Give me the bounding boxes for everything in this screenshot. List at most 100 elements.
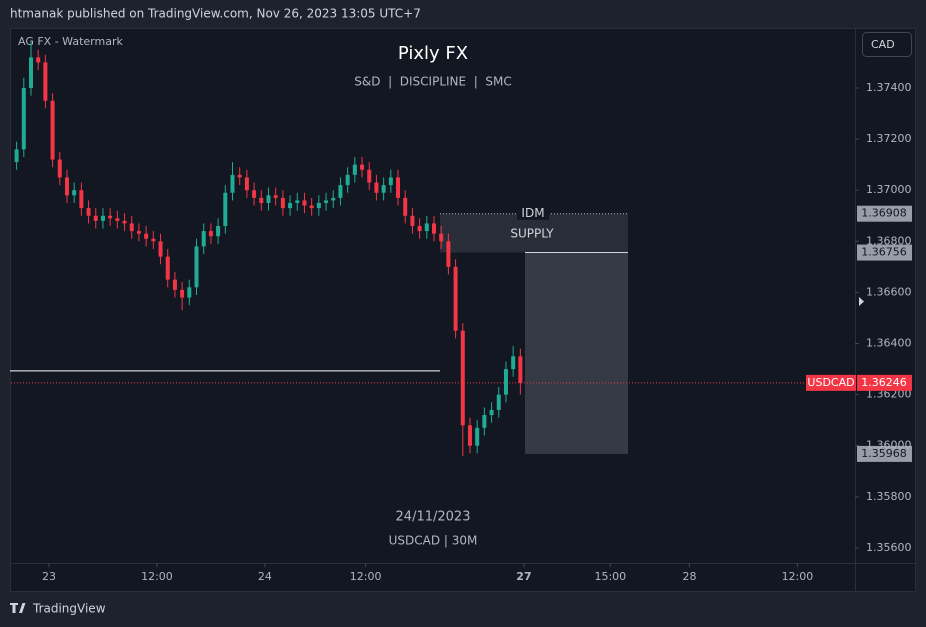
x-tick-label: 28 [682, 570, 696, 583]
x-tick-label: 12:00 [350, 570, 382, 583]
candle-body [115, 218, 120, 221]
y-tick-label: 1.37400 [866, 81, 912, 94]
candle-body [252, 190, 257, 198]
candle-body [482, 415, 487, 428]
candle-body [352, 164, 357, 175]
candle-body [201, 231, 206, 247]
candle-body [50, 100, 55, 160]
candle-body [309, 205, 314, 209]
price-label-bg [857, 205, 912, 222]
idm-label: IDM [521, 206, 544, 220]
y-tick-label: 1.36200 [866, 388, 912, 401]
candle-body [122, 220, 127, 224]
symbol-label-bg [806, 374, 856, 391]
candle-body [518, 356, 523, 383]
publish-info: htmanak published on TradingView.com, No… [10, 7, 421, 21]
candle-body [86, 208, 91, 216]
candle-body [79, 190, 84, 209]
candle-body [475, 427, 480, 446]
candle-body [14, 149, 19, 163]
y-tick-label: 1.35600 [866, 541, 912, 554]
candle-body [446, 241, 451, 267]
price-label: 1.36756 [861, 246, 907, 259]
candle-body [496, 394, 501, 410]
idm-label-bg [517, 207, 549, 220]
x-tick-label: 23 [42, 570, 56, 583]
candle-body [417, 225, 422, 232]
price-label: 1.35968 [861, 447, 907, 460]
candle-body [36, 57, 41, 63]
candle-body [21, 88, 26, 150]
candle-body [223, 192, 228, 226]
candle-body [345, 174, 350, 186]
y-tick-label: 1.36600 [866, 285, 912, 298]
candle-body [324, 200, 329, 203]
x-tick-label: 12:00 [782, 570, 814, 583]
candle-body [93, 215, 98, 221]
currency-button[interactable] [862, 32, 912, 57]
price-label-bg [857, 244, 912, 261]
candle-body [396, 177, 401, 198]
candle-body [237, 174, 242, 178]
candle-body [165, 256, 170, 280]
candle-body [403, 197, 408, 216]
candle-body [467, 425, 472, 446]
candle-body [108, 215, 113, 219]
candle-body [410, 215, 415, 226]
symbol-label: USDCAD [807, 376, 854, 389]
candle-body [360, 164, 365, 170]
price-label-bg [857, 445, 912, 462]
candle-body [230, 174, 235, 193]
candle-body [100, 215, 105, 221]
candle-body [244, 177, 249, 191]
y-tick-label: 1.35800 [866, 490, 912, 503]
candle-body [172, 279, 177, 290]
y-tick-label: 1.37200 [866, 132, 912, 145]
supply-label: SUPPLY [510, 227, 554, 241]
scroll-arrow[interactable] [859, 297, 864, 306]
candle-body [288, 202, 293, 209]
candle-body [511, 356, 516, 370]
y-tick-label: 1.36800 [866, 234, 912, 247]
date-watermark: 24/11/2023 [396, 510, 471, 525]
candle-body [280, 197, 285, 209]
candle-body [57, 159, 62, 178]
candle-body [194, 246, 199, 288]
candle-body [460, 330, 465, 426]
candle-body [374, 182, 379, 193]
x-tick-label: 15:00 [594, 570, 626, 583]
candle-body [187, 287, 192, 298]
currency-label[interactable]: CAD [871, 38, 895, 51]
current-price-label: 1.36246 [861, 376, 907, 389]
candle-body [151, 238, 156, 242]
chart-subtitle: S&D | DISCIPLINE | SMC [354, 75, 512, 89]
candle-body [424, 223, 429, 232]
candle-body [338, 185, 343, 198]
candle-body [129, 223, 134, 232]
candle-body [72, 190, 77, 196]
x-tick-label: 27 [516, 570, 531, 583]
candle-body [503, 369, 508, 395]
candle-body [432, 223, 436, 234]
candle-body [381, 185, 386, 193]
candle-body [64, 177, 69, 196]
candle-body [489, 409, 494, 416]
candle-body [331, 197, 336, 201]
candle-body [28, 57, 33, 89]
x-tick-label: 12:00 [141, 570, 173, 583]
candle-body [273, 195, 278, 198]
candle-body [180, 289, 185, 298]
candle-body [367, 169, 372, 183]
candle-body [316, 202, 321, 209]
y-tick-label: 1.37000 [866, 183, 912, 196]
candle-body [43, 62, 48, 101]
candle-body [216, 225, 221, 237]
chart-panel [10, 28, 916, 592]
candle-body [158, 241, 163, 257]
chart-title: Pixly FX [398, 43, 468, 64]
footer-brand: TradingView [32, 602, 106, 616]
candle-body [208, 231, 213, 237]
tradingview-logo [10, 603, 26, 613]
candle-body [136, 231, 141, 234]
